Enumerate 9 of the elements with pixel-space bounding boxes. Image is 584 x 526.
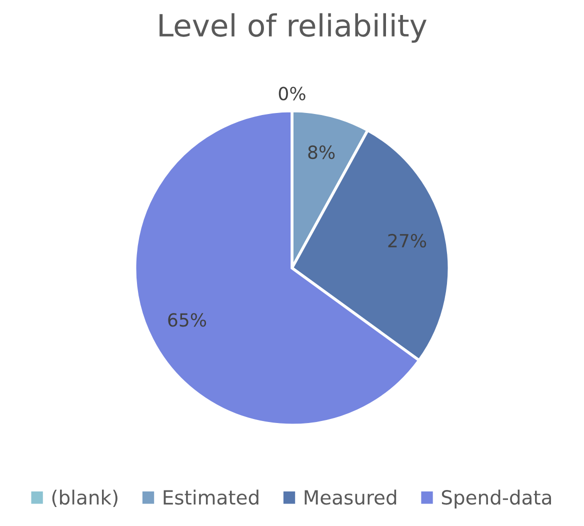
legend-label: Estimated — [164, 490, 258, 505]
text: 0% — [278, 86, 306, 100]
data-label: 27% — [388, 234, 426, 248]
chart-title: Level of reliability — [160, 13, 427, 43]
legend-label: Measured — [304, 490, 396, 505]
data-label: 8% — [308, 145, 335, 160]
data-label: 65% — [168, 313, 206, 327]
legend-label: Spend-data — [442, 490, 551, 508]
legend-label: (blank) — [52, 490, 118, 508]
